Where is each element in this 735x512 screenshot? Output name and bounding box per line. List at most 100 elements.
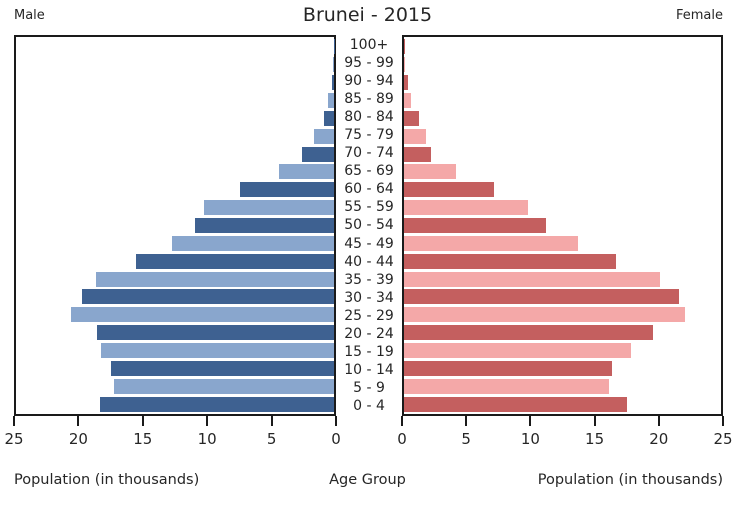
female-bar-row	[404, 163, 721, 181]
male-bar-row	[16, 234, 334, 252]
male-bar-row	[16, 306, 334, 324]
female-bar-row	[404, 145, 721, 163]
tick-mark	[270, 416, 273, 426]
male-bar-row	[16, 217, 334, 235]
female-bar-20-24	[404, 325, 653, 341]
age-label: 25 - 29	[344, 307, 394, 324]
male-bar-45-49	[172, 235, 334, 251]
age-label: 90 - 94	[344, 73, 394, 90]
age-label: 100+	[349, 37, 389, 54]
female-axis-title: Female	[675, 8, 723, 23]
male-bar-row	[16, 199, 334, 217]
tick-label: 20	[649, 430, 669, 448]
female-bar-30-34	[404, 289, 680, 305]
female-bar-row	[404, 234, 721, 252]
female-bar-row	[404, 181, 721, 199]
female-bar-85-89	[404, 93, 411, 108]
female-bar-0-4	[404, 396, 628, 412]
female-bar-35-39	[404, 271, 661, 287]
tick-mark	[593, 416, 596, 426]
female-bar-25-29	[404, 307, 686, 323]
male-bar-50-54	[195, 218, 334, 234]
tick-mark	[657, 416, 660, 426]
female-bar-65-69	[404, 164, 456, 180]
male-bar-row	[16, 127, 334, 145]
male-bar-40-44	[135, 253, 334, 269]
chart-title: Brunei - 2015	[302, 4, 433, 26]
age-label: 5 - 9	[353, 379, 385, 396]
male-bar-35-39	[96, 271, 334, 287]
male-bar-row	[16, 342, 334, 360]
female-bar-70-74	[404, 146, 431, 162]
female-bar-5-9	[404, 378, 610, 394]
female-bar-50-54	[404, 218, 547, 234]
female-bar-80-84	[404, 110, 420, 126]
male-bar-55-59	[204, 200, 334, 216]
age-label: 75 - 79	[344, 127, 394, 144]
female-bar-row	[404, 74, 721, 92]
female-x-axis-ticks: 0 5 10 15 20 25	[397, 416, 733, 452]
male-bar-15-19	[101, 343, 334, 359]
tick-mark	[206, 416, 209, 426]
age-group-axis-label: Age Group	[329, 472, 406, 488]
male-bar-row	[16, 377, 334, 395]
male-bar-row	[16, 109, 334, 127]
female-bar-row	[404, 395, 721, 413]
tick-label: 5	[461, 430, 471, 448]
female-bar-row	[404, 199, 721, 217]
age-label: 40 - 44	[344, 253, 394, 270]
male-bar-95-99	[333, 57, 334, 73]
male-bar-60-64	[239, 182, 334, 198]
male-bar-row	[16, 56, 334, 74]
male-bar-row	[16, 270, 334, 288]
female-bar-row	[404, 359, 721, 377]
female-plot-area	[402, 35, 723, 416]
age-label: 10 - 14	[344, 361, 394, 378]
age-label: 35 - 39	[344, 271, 394, 288]
female-x-axis-label: Population (in thousands)	[537, 472, 723, 488]
female-bar-row	[404, 377, 721, 395]
male-bar-row	[16, 252, 334, 270]
tick-label: 20	[68, 430, 88, 448]
female-bar-90-94	[404, 75, 408, 91]
male-bar-0-4	[99, 396, 334, 412]
male-bar-25-29	[70, 307, 334, 323]
female-bar-60-64	[404, 182, 495, 198]
tick-label: 10	[520, 430, 540, 448]
tick-mark	[529, 416, 532, 426]
tick-label: 15	[585, 430, 605, 448]
male-plot-area	[14, 35, 336, 416]
female-bar-row	[404, 306, 721, 324]
tick-mark	[465, 416, 468, 426]
male-bar-row	[16, 324, 334, 342]
age-label: 85 - 89	[344, 91, 394, 108]
female-bar-row	[404, 270, 721, 288]
female-bar-row	[404, 38, 721, 56]
male-bar-5-9	[113, 378, 334, 394]
female-bar-row	[404, 324, 721, 342]
female-bar-row	[404, 217, 721, 235]
male-bar-10-14	[111, 360, 334, 376]
male-bar-row	[16, 92, 334, 110]
age-label: 45 - 49	[344, 235, 394, 252]
female-bar-45-49	[404, 235, 578, 251]
male-bar-row	[16, 145, 334, 163]
age-label: 50 - 54	[344, 217, 394, 234]
female-bar-100+	[404, 39, 405, 55]
tick-label: 25	[4, 430, 24, 448]
female-bar-row	[404, 127, 721, 145]
male-bar-row	[16, 359, 334, 377]
female-bar-95-99	[404, 57, 406, 73]
male-bar-85-89	[328, 93, 334, 108]
female-bar-40-44	[404, 253, 616, 269]
tick-mark	[141, 416, 144, 426]
female-bar-row	[404, 252, 721, 270]
age-label: 15 - 19	[344, 343, 394, 360]
female-bar-10-14	[404, 360, 612, 376]
tick-label: 5	[266, 430, 277, 448]
male-bar-row	[16, 288, 334, 306]
male-x-axis-label: Population (in thousands)	[14, 472, 200, 488]
tick-label: 25	[713, 430, 733, 448]
age-label: 80 - 84	[344, 109, 394, 126]
